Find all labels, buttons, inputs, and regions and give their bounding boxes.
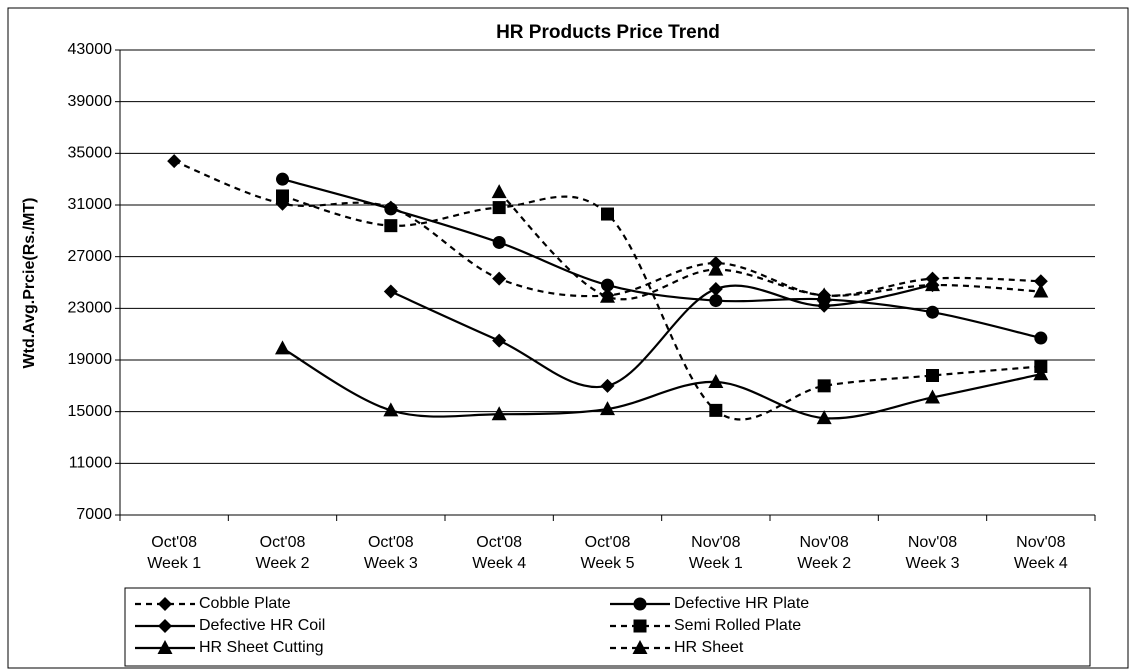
marker [276, 189, 289, 203]
marker [925, 389, 940, 404]
legend-marker [158, 619, 172, 633]
marker [492, 201, 506, 215]
marker [601, 207, 614, 221]
y-tick-label: 35000 [68, 145, 113, 162]
x-tick-label: Oct'08 [151, 534, 197, 551]
x-tick-label: Nov'08 [1016, 534, 1065, 551]
y-tick-label: 7000 [76, 506, 112, 523]
marker [492, 235, 506, 249]
marker [1033, 274, 1048, 289]
x-tick-label: Week 1 [147, 555, 201, 572]
y-tick-label: 31000 [68, 196, 113, 213]
y-tick-label: 15000 [68, 403, 113, 420]
marker [817, 379, 831, 393]
marker [384, 202, 398, 216]
legend-marker [633, 597, 647, 611]
x-tick-label: Week 4 [472, 555, 526, 572]
y-tick-label: 27000 [68, 248, 113, 265]
x-tick-label: Week 1 [689, 555, 743, 572]
marker [275, 340, 290, 355]
x-tick-label: Week 3 [364, 555, 418, 572]
y-tick-label: 11000 [69, 455, 112, 472]
marker [1033, 283, 1049, 298]
x-tick-label: Week 2 [797, 555, 851, 572]
y-axis-label: Wtd.Avg.Prcie(Rs./MT) [21, 198, 38, 369]
marker [709, 294, 723, 308]
marker [492, 271, 507, 286]
x-tick-label: Oct'08 [368, 534, 414, 551]
legend-label: Semi Rolled Plate [674, 617, 801, 634]
x-tick-label: Oct'08 [476, 534, 522, 551]
x-tick-label: Nov'08 [800, 534, 849, 551]
x-tick-label: Nov'08 [691, 534, 740, 551]
legend-marker [157, 640, 173, 654]
chart-border [7, 7, 1129, 669]
legend-label: HR Sheet Cutting [199, 639, 324, 656]
marker [926, 305, 939, 319]
x-tick-label: Week 4 [1014, 555, 1068, 572]
marker [1034, 331, 1048, 345]
legend-label: Defective HR Coil [199, 617, 325, 634]
marker [383, 284, 398, 299]
x-tick-label: Week 5 [581, 555, 635, 572]
y-tick-label: 19000 [68, 351, 113, 368]
marker [601, 278, 614, 292]
x-tick-label: Week 2 [256, 555, 310, 572]
x-tick-label: Oct'08 [585, 534, 631, 551]
marker [708, 373, 724, 388]
marker [492, 333, 507, 348]
series-line [282, 178, 1042, 340]
marker [817, 298, 832, 313]
x-tick-label: Oct'08 [260, 534, 306, 551]
legend-label: HR Sheet [674, 639, 744, 656]
y-tick-label: 23000 [68, 300, 113, 317]
y-tick-label: 39000 [68, 93, 113, 110]
chart-title: HR Products Price Trend [496, 22, 720, 43]
legend-marker [632, 640, 648, 654]
y-tick-label: 43000 [68, 41, 113, 58]
marker [816, 287, 832, 302]
legend-label: Cobble Plate [199, 595, 291, 612]
marker [708, 261, 724, 276]
marker [383, 402, 399, 417]
legend-marker [158, 597, 172, 611]
marker [491, 184, 507, 199]
x-tick-label: Week 3 [906, 555, 960, 572]
marker [708, 281, 723, 296]
marker [276, 172, 289, 186]
x-tick-label: Nov'08 [908, 534, 957, 551]
series-line [498, 191, 1041, 301]
legend-marker [633, 619, 647, 633]
marker [709, 403, 723, 417]
marker [600, 401, 615, 416]
legend-label: Defective HR Plate [674, 595, 809, 612]
marker [1033, 366, 1049, 381]
marker [816, 410, 832, 425]
legend-box [124, 587, 1091, 667]
marker [600, 378, 615, 393]
marker [600, 288, 615, 303]
marker [925, 277, 940, 292]
marker [926, 369, 939, 382]
marker [167, 154, 182, 169]
marker [491, 406, 507, 421]
marker [384, 219, 398, 233]
series-line [282, 194, 1041, 421]
